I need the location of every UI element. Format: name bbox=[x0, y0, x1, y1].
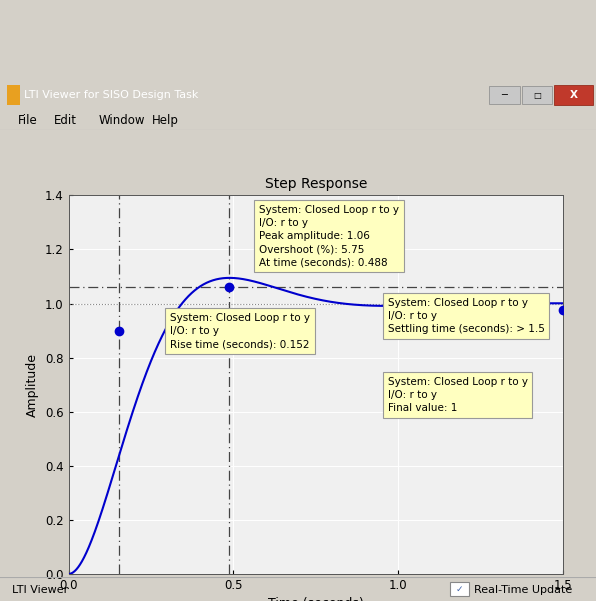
Text: ─: ─ bbox=[501, 91, 507, 100]
Text: System: Closed Loop r to y
I/O: r to y
Rise time (seconds): 0.152: System: Closed Loop r to y I/O: r to y R… bbox=[170, 313, 310, 349]
Text: LTI Viewer for SISO Design Task: LTI Viewer for SISO Design Task bbox=[24, 91, 198, 100]
Text: ✓: ✓ bbox=[456, 585, 463, 594]
Y-axis label: Amplitude: Amplitude bbox=[26, 353, 39, 416]
Text: □: □ bbox=[533, 91, 541, 100]
Text: Window: Window bbox=[98, 114, 145, 127]
Bar bbox=[489, 86, 520, 104]
Text: X: X bbox=[570, 91, 578, 100]
Text: System: Closed Loop r to y
I/O: r to y
Final value: 1: System: Closed Loop r to y I/O: r to y F… bbox=[387, 377, 527, 413]
Bar bbox=[554, 85, 593, 105]
Text: Help: Help bbox=[152, 114, 179, 127]
Bar bbox=[522, 86, 552, 104]
Text: File: File bbox=[18, 114, 38, 127]
Text: System: Closed Loop r to y
I/O: r to y
Settling time (seconds): > 1.5: System: Closed Loop r to y I/O: r to y S… bbox=[387, 297, 545, 334]
Bar bbox=[7, 85, 20, 105]
Text: Real-Time Update: Real-Time Update bbox=[474, 585, 572, 595]
X-axis label: Time (seconds): Time (seconds) bbox=[268, 597, 364, 601]
Text: System: Closed Loop r to y
I/O: r to y
Peak amplitude: 1.06
Overshoot (%): 5.75
: System: Closed Loop r to y I/O: r to y P… bbox=[259, 205, 399, 267]
Text: LTI Viewer: LTI Viewer bbox=[12, 585, 68, 595]
Text: Edit: Edit bbox=[54, 114, 77, 127]
Bar bbox=[450, 582, 469, 596]
Title: Step Response: Step Response bbox=[265, 177, 367, 191]
